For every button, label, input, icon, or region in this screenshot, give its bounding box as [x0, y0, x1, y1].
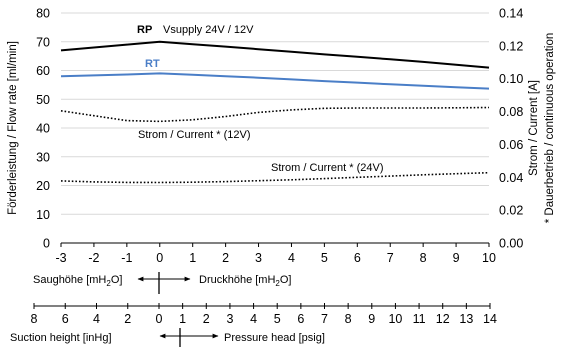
y2-tick-label: 0.14 [499, 7, 523, 21]
imperial-tick-label: 8 [345, 312, 352, 326]
y-tick-label: 10 [36, 208, 50, 222]
x-tick-label: 8 [420, 251, 427, 265]
y2-tick-label: 0.02 [499, 204, 523, 218]
x-tick-label: -2 [88, 251, 99, 265]
imperial-tick-label: 6 [297, 312, 304, 326]
imperial-tick-label: 2 [124, 312, 131, 326]
x-tick-label: 7 [387, 251, 394, 265]
y-tick-label: 50 [36, 93, 50, 107]
imperial-tick-label: 6 [62, 312, 69, 326]
y-tick-label: 70 [36, 35, 50, 49]
pressure-imperial-label: Pressure head [psig] [224, 332, 325, 344]
imperial-tick-label: 10 [388, 312, 402, 326]
grid-lines [61, 12, 489, 215]
pressure-metric-label: Druckhöhe [mH2O] [199, 274, 292, 288]
label-current-12v: Strom / Current * (12V) [138, 129, 250, 141]
imperial-tick-label: 3 [226, 312, 233, 326]
imperial-tick-label: 7 [321, 312, 328, 326]
x-tick-label: 1 [189, 251, 196, 265]
x-tick-label: 10 [482, 251, 496, 265]
series-lines [60, 40, 490, 184]
y2-tick-label: 0.00 [499, 237, 523, 251]
imperial-tick-label: 13 [459, 312, 473, 326]
imperial-axis: 8 6 4 2 0 1 2 3 4 5 6 7 8 9 10 11 12 13 14 [31, 303, 497, 326]
y-tick-label: 0 [43, 237, 50, 251]
y2-tick-label: 0.12 [499, 39, 523, 53]
label-rp: RP [137, 24, 152, 36]
label-current-24v: Strom / Current * (24V) [271, 162, 383, 174]
imperial-tick-label: 5 [274, 312, 281, 326]
direction-arrows [137, 272, 219, 347]
y2-axis-note: * Dauerbetrieb / continuous operation [544, 33, 556, 224]
y-tick-label: 80 [36, 7, 50, 21]
imperial-tick-label: 0 [156, 312, 163, 326]
y-tick-label: 20 [36, 179, 50, 193]
x-tick-label: 0 [156, 251, 163, 265]
imperial-tick-label: 8 [31, 312, 38, 326]
y2-tick-label: 0.08 [499, 105, 523, 119]
label-vsupply: Vsupply 24V / 12V [163, 24, 254, 36]
imperial-tick-label: 14 [483, 312, 497, 326]
x-tick-label: 4 [288, 251, 295, 265]
y2-tick-label: 0.10 [499, 72, 523, 86]
x-tick-label: 9 [453, 251, 460, 265]
suction-imperial-label: Suction height [inHg] [10, 332, 112, 344]
imperial-tick-label: 4 [93, 312, 100, 326]
x-tick-label: 6 [354, 251, 361, 265]
imperial-tick-label: 4 [250, 312, 257, 326]
imperial-tick-label: 2 [203, 312, 210, 326]
x-tick-label: -3 [55, 251, 66, 265]
series-line-strom-current-12v [60, 106, 490, 123]
y2-axis-title: Strom / Current [A] [528, 80, 540, 176]
y-axis-title: Förderleistung / Flow rate [ml/min] [7, 41, 19, 215]
y-tick-label: 60 [36, 64, 50, 78]
x-tick-label: 5 [321, 251, 328, 265]
suction-metric-label: Saughöhe [mH2O] [33, 274, 122, 288]
x-tick-label: -1 [121, 251, 132, 265]
imperial-tick-label: 11 [413, 312, 426, 326]
imperial-tick-label: 12 [436, 312, 450, 326]
imperial-tick-label: 1 [179, 312, 186, 326]
y2-tick-label: 0.06 [499, 138, 523, 152]
axes: 010203040506070800.000.020.040.060.080.1… [36, 7, 523, 266]
series-line-rp [60, 40, 490, 69]
imperial-tick-label: 9 [368, 312, 375, 326]
series-line-rt [60, 72, 490, 90]
y-tick-label: 40 [36, 122, 50, 136]
series-line-strom-current-24v [60, 171, 490, 184]
y2-tick-label: 0.04 [499, 171, 523, 185]
y-tick-label: 30 [36, 150, 50, 164]
x-tick-label: 3 [255, 251, 262, 265]
label-rt: RT [145, 58, 160, 70]
x-tick-label: 2 [222, 251, 229, 265]
